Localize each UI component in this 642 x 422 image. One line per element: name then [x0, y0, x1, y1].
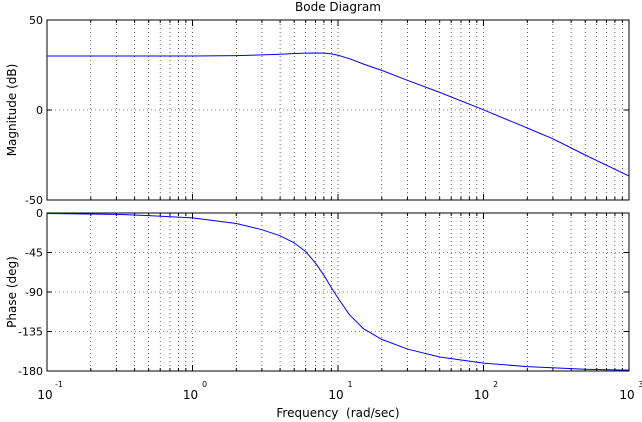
phase-ytick-label: -135 [18, 326, 43, 339]
phase-ytick-label: -180 [18, 365, 43, 378]
magnitude-ytick-label: 50 [29, 14, 43, 27]
magnitude-plot: 50 0 -50 Bode Diagram Magnitude (dB) [5, 0, 630, 207]
xtick-label-exponent: 1 [347, 380, 352, 389]
xtick-label-base: 10 [183, 388, 198, 402]
phase-xtick-label: 10 3 [619, 380, 642, 402]
frequency-xlabel: Frequency (rad/sec) [276, 406, 399, 420]
phase-series-line [46, 212, 630, 371]
xtick-label-base: 10 [328, 388, 343, 402]
chart-title: Bode Diagram [295, 0, 381, 14]
phase-xtick-label: 10-1 [37, 380, 63, 402]
xtick-label-base: 10 [619, 388, 634, 402]
phase-plot-area [47, 213, 629, 371]
xtick-label-base: 10 [474, 388, 489, 402]
xtick-label-exponent: 0 [202, 380, 207, 389]
magnitude-ytick-label: 0 [36, 104, 43, 117]
xtick-label-exponent: 2 [493, 380, 498, 389]
phase-ytick-label: -90 [25, 286, 43, 299]
magnitude-ylabel: Magnitude (dB) [5, 64, 19, 157]
phase-xtick-label: 10 0 [183, 380, 207, 402]
xtick-label-exponent: 3 [638, 380, 642, 389]
phase-xtick-label: 10 1 [328, 380, 352, 402]
phase-ytick-label: 0 [36, 207, 43, 220]
phase-ylabel: Phase (deg) [5, 256, 19, 328]
phase-ytick-label: -45 [25, 247, 43, 260]
magnitude-series-line [47, 52, 630, 177]
phase-xtick-label: 10 2 [474, 380, 498, 402]
xtick-label-base: 10 [37, 388, 52, 402]
magnitude-ytick-label: -50 [25, 194, 43, 207]
xtick-label-exponent: -1 [55, 380, 63, 389]
